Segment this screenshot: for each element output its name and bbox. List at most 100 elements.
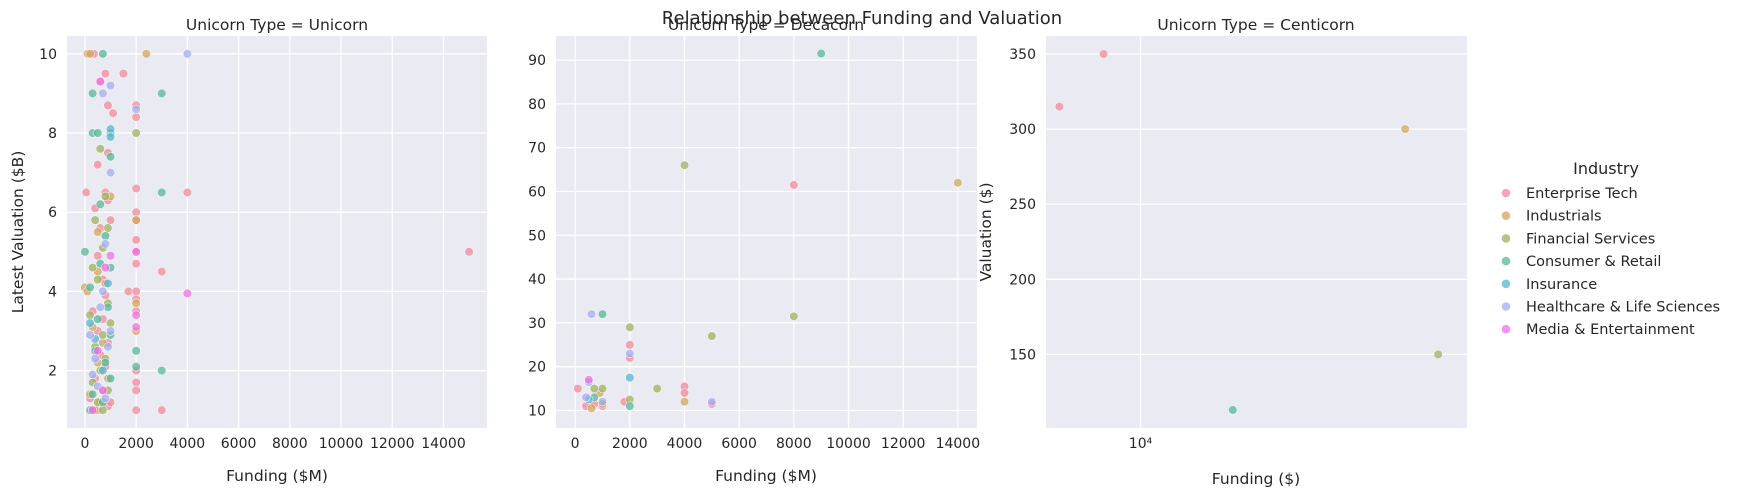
data-point [131, 377, 141, 388]
data-point [953, 178, 963, 188]
data-point [93, 227, 103, 237]
data-point [789, 311, 799, 321]
data-point [816, 48, 826, 59]
y-tick-label: 10 [528, 403, 546, 419]
legend-title: Industry [1573, 159, 1639, 178]
data-point [81, 187, 91, 198]
y-tick-label: 20 [528, 360, 546, 376]
data-point [105, 168, 116, 178]
data-point [131, 322, 141, 332]
y-tick-label: 300 [1009, 122, 1036, 138]
data-point [100, 69, 111, 79]
data-point [1433, 349, 1443, 360]
y-tick-label: 40 [528, 272, 546, 288]
y-tick-label: 250 [1009, 197, 1036, 213]
data-point [93, 274, 103, 285]
data-point [679, 397, 690, 407]
data-point [88, 405, 98, 415]
data-point [131, 346, 141, 356]
legend-marker [1501, 256, 1511, 266]
panel-2-background [556, 36, 977, 428]
data-point [597, 309, 608, 319]
x-tick-label: 10000 [826, 436, 871, 452]
data-point [95, 76, 105, 87]
data-point [131, 259, 141, 269]
data-point [100, 231, 111, 241]
data-point [131, 247, 141, 257]
data-point [789, 180, 799, 190]
data-point [182, 187, 192, 198]
legend-label: Insurance [1526, 277, 1597, 293]
data-point [98, 385, 108, 395]
panel-decacorn: 0 2000 4000 6000 8000 10000 12000 14000 10 20 30 40… [528, 36, 980, 452]
data-point [108, 108, 118, 118]
data-point [157, 365, 167, 376]
data-point [573, 383, 583, 394]
data-point [131, 207, 141, 217]
data-point [105, 152, 116, 162]
x-tick-label: 10⁴ [1129, 436, 1153, 452]
x-tick-label: 2000 [118, 436, 154, 452]
panel-3-xlabel: Funding ($) [1212, 470, 1300, 488]
data-point [95, 199, 105, 209]
data-point [1228, 405, 1238, 415]
data-point [131, 183, 141, 194]
data-point [625, 348, 635, 359]
data-point [1400, 124, 1410, 134]
data-point [88, 263, 98, 273]
panel-3-title: Unicorn Type = Centicorn [1157, 16, 1354, 34]
data-point [105, 132, 116, 142]
data-point [103, 223, 113, 233]
data-point [90, 354, 100, 364]
legend-marker [1501, 302, 1511, 311]
data-point [95, 144, 105, 154]
x-tick-label: 0 [80, 436, 89, 452]
data-point [85, 310, 95, 320]
data-point [118, 69, 128, 79]
data-point [100, 191, 111, 201]
y-tick-label: 200 [1009, 272, 1036, 288]
panel-centicorn: 10⁴ 150 200 250 300 350 [1009, 36, 1467, 452]
data-point [182, 288, 192, 298]
data-point [93, 346, 103, 356]
data-point [100, 263, 111, 273]
data-point [95, 302, 105, 312]
legend-label: Consumer & Retail [1526, 254, 1661, 270]
x-tick-label: 8000 [776, 436, 812, 452]
legend-label: Enterprise Tech [1526, 186, 1638, 202]
y-tick-label: 2 [48, 364, 57, 380]
data-point [100, 358, 111, 368]
data-point [90, 215, 100, 225]
data-point [625, 340, 635, 350]
data-point [103, 100, 113, 110]
y-tick-label: 10 [39, 47, 57, 63]
data-point [157, 405, 167, 415]
panel-unicorn: 0 2000 4000 6000 8000 10000 12000 14000 2 4 6 8 10 [39, 36, 487, 452]
panel-1-ylabel: Latest Valuation ($B) [9, 151, 27, 314]
y-tick-label: 60 [528, 184, 546, 200]
data-point [182, 49, 192, 59]
data-point [123, 286, 134, 296]
y-tick-label: 150 [1009, 347, 1036, 363]
x-tick-label: 12000 [881, 436, 926, 452]
data-point [679, 388, 690, 398]
data-point [105, 124, 116, 134]
data-point [131, 310, 141, 320]
data-point [581, 392, 591, 402]
data-point [157, 187, 167, 198]
data-point [100, 239, 111, 249]
x-tick-label: 14000 [936, 436, 981, 452]
data-point [131, 128, 141, 138]
panel-2-title: Unicorn Type = Decacorn [668, 16, 864, 34]
panel-1-xlabel: Funding ($M) [226, 467, 328, 485]
data-point [98, 286, 108, 296]
data-point [464, 247, 474, 257]
y-tick-label: 30 [528, 316, 546, 332]
data-point [93, 128, 103, 138]
data-point [105, 215, 116, 225]
y-tick-label: 4 [48, 284, 57, 300]
y-tick-label: 70 [528, 141, 546, 157]
legend-marker [1501, 188, 1511, 198]
legend-marker [1501, 324, 1511, 334]
